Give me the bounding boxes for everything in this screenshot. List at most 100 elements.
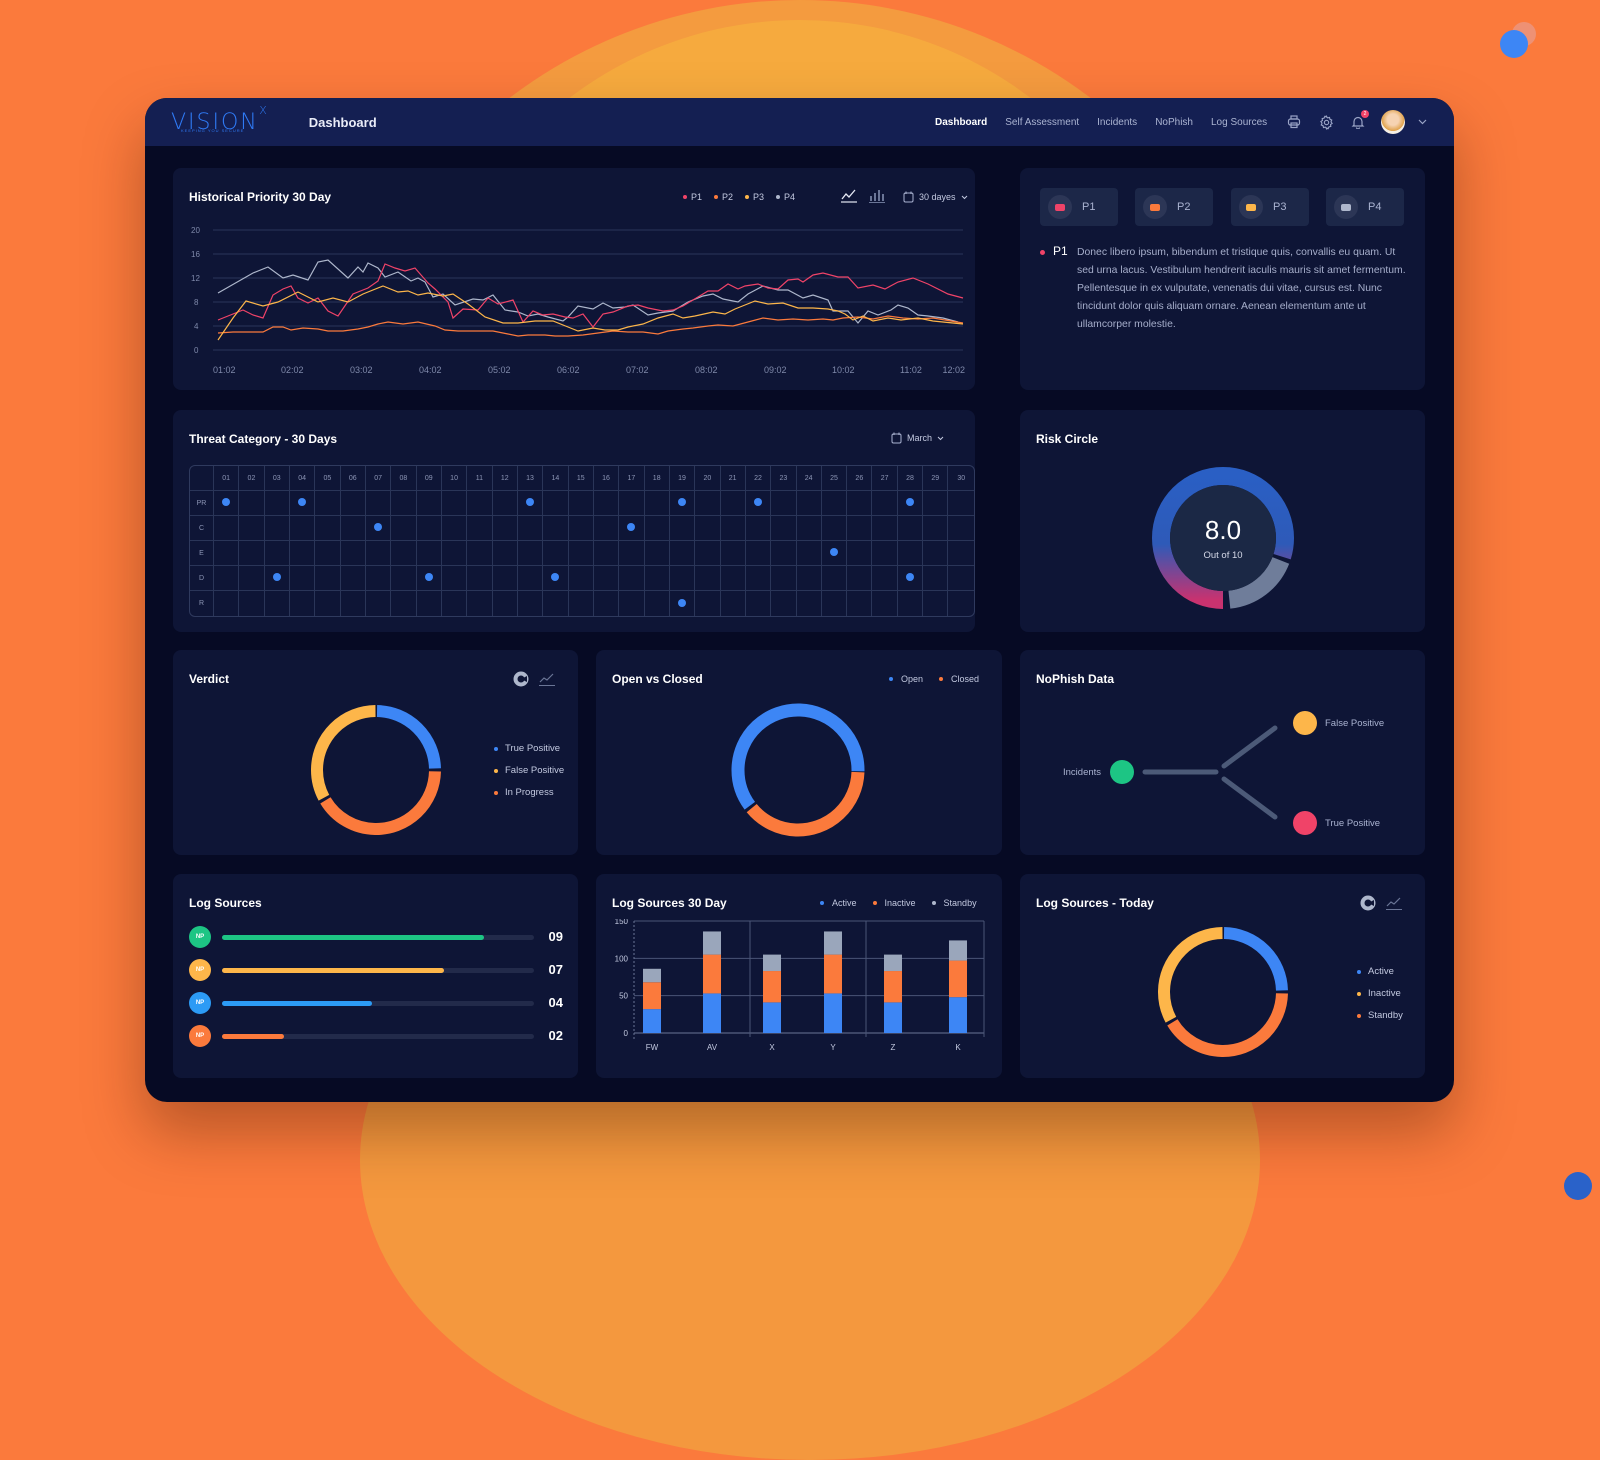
grid-cell[interactable]	[239, 516, 265, 541]
grid-cell[interactable]	[518, 591, 544, 616]
grid-cell[interactable]	[543, 566, 569, 591]
grid-cell[interactable]	[543, 541, 569, 566]
grid-cell[interactable]	[796, 566, 822, 591]
avatar[interactable]	[1381, 110, 1405, 134]
grid-cell[interactable]	[771, 516, 797, 541]
grid-cell[interactable]	[644, 541, 670, 566]
grid-cell[interactable]	[315, 491, 341, 516]
log-source-row[interactable]: NP 07	[189, 959, 563, 981]
grid-cell[interactable]	[467, 541, 493, 566]
grid-cell[interactable]	[797, 591, 822, 616]
grid-cell[interactable]	[796, 516, 822, 541]
chip-p2[interactable]: P2	[1135, 188, 1213, 226]
grid-cell[interactable]	[517, 491, 544, 516]
grid-cell[interactable]	[543, 591, 569, 616]
grid-cell[interactable]	[821, 541, 848, 566]
legend-p3[interactable]: P3	[745, 192, 764, 202]
grid-cell[interactable]	[214, 591, 240, 616]
grid-cell[interactable]	[721, 591, 746, 616]
grid-cell[interactable]	[265, 591, 290, 616]
grid-cell[interactable]	[264, 566, 290, 591]
chip-p1[interactable]: P1	[1040, 188, 1118, 226]
grid-cell[interactable]	[315, 516, 341, 541]
grid-cell[interactable]	[416, 516, 442, 541]
grid-cell[interactable]	[771, 541, 797, 566]
printer-icon[interactable]	[1285, 113, 1303, 131]
grid-cell[interactable]	[771, 591, 797, 616]
grid-cell[interactable]	[391, 491, 417, 516]
grid-cell[interactable]	[897, 541, 924, 566]
grid-cell[interactable]	[821, 491, 848, 516]
grid-cell[interactable]	[213, 566, 240, 591]
grid-cell[interactable]	[517, 566, 544, 591]
grid-cell[interactable]	[391, 516, 417, 541]
grid-cell[interactable]	[923, 541, 949, 566]
grid-cell[interactable]	[264, 541, 290, 566]
grid-cell[interactable]	[593, 541, 620, 566]
grid-cell[interactable]	[645, 591, 670, 616]
grid-cell[interactable]	[340, 566, 366, 591]
grid-cell[interactable]	[821, 566, 848, 591]
grid-cell[interactable]	[695, 516, 721, 541]
grid-cell[interactable]	[416, 491, 442, 516]
grid-cell[interactable]	[568, 541, 594, 566]
grid-cell[interactable]	[416, 566, 442, 591]
grid-cell[interactable]	[289, 516, 316, 541]
legend-p1[interactable]: P1	[683, 192, 702, 202]
grid-cell[interactable]	[441, 491, 468, 516]
grid-cell[interactable]	[821, 516, 848, 541]
grid-cell[interactable]	[543, 516, 569, 541]
grid-cell[interactable]	[948, 491, 974, 516]
grid-cell[interactable]	[289, 541, 316, 566]
true-positive-node[interactable]	[1293, 811, 1317, 835]
grid-cell[interactable]	[290, 591, 316, 616]
grid-cell[interactable]	[492, 516, 518, 541]
nav-log-sources[interactable]: Log Sources	[1211, 116, 1268, 128]
legend-closed[interactable]: Closed	[939, 674, 979, 684]
line-chart-toggle-icon[interactable]	[840, 188, 858, 209]
grid-cell[interactable]	[644, 491, 670, 516]
grid-cell[interactable]	[441, 516, 468, 541]
grid-cell[interactable]	[669, 566, 696, 591]
grid-cell[interactable]	[289, 566, 316, 591]
grid-cell[interactable]	[467, 566, 493, 591]
grid-cell[interactable]	[341, 591, 366, 616]
grid-cell[interactable]	[746, 591, 772, 616]
grid-cell[interactable]	[289, 491, 316, 516]
grid-cell[interactable]	[315, 541, 341, 566]
grid-cell[interactable]	[669, 516, 696, 541]
grid-cell[interactable]	[366, 591, 392, 616]
grid-cell[interactable]	[923, 491, 949, 516]
grid-cell[interactable]	[391, 566, 417, 591]
grid-cell[interactable]	[644, 566, 670, 591]
grid-cell[interactable]	[745, 541, 772, 566]
grid-cell[interactable]	[568, 566, 594, 591]
grid-cell[interactable]	[619, 491, 645, 516]
log-source-row[interactable]: NP 02	[189, 1025, 563, 1047]
grid-cell[interactable]	[517, 516, 544, 541]
donut-toggle-icon[interactable]	[1360, 895, 1376, 916]
grid-cell[interactable]	[720, 491, 746, 516]
grid-cell[interactable]	[213, 516, 240, 541]
grid-cell[interactable]	[594, 591, 620, 616]
grid-cell[interactable]	[670, 591, 696, 616]
grid-cell[interactable]	[619, 541, 645, 566]
month-dropdown[interactable]: March	[891, 432, 944, 444]
legend-active[interactable]: Active	[820, 898, 857, 908]
grid-cell[interactable]	[745, 516, 772, 541]
legend-standby[interactable]: Standby	[931, 898, 977, 908]
grid-cell[interactable]	[720, 566, 746, 591]
grid-cell[interactable]	[847, 491, 873, 516]
grid-cell[interactable]	[923, 591, 949, 616]
grid-cell[interactable]	[923, 516, 949, 541]
grid-cell[interactable]	[365, 491, 392, 516]
grid-cell[interactable]	[340, 541, 366, 566]
grid-cell[interactable]	[492, 491, 518, 516]
grid-cell[interactable]	[365, 566, 392, 591]
legend-p2[interactable]: P2	[714, 192, 733, 202]
grid-cell[interactable]	[669, 491, 696, 516]
legend-inactive[interactable]: Inactive	[872, 898, 916, 908]
grid-cell[interactable]	[897, 516, 924, 541]
grid-cell[interactable]	[923, 566, 949, 591]
grid-cell[interactable]	[593, 516, 620, 541]
